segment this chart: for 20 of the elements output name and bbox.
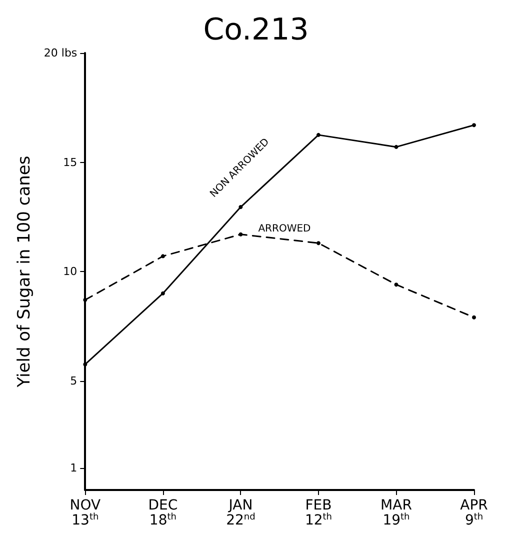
- point: [394, 282, 398, 287]
- point: [316, 132, 320, 137]
- series-label: ARROWED: [258, 224, 312, 235]
- chart-title: Co.213: [203, 12, 309, 48]
- y-tick-label: 1: [70, 462, 78, 475]
- point: [316, 241, 320, 246]
- y-tick-label: 5: [70, 374, 78, 388]
- y-tick-label: 20 lbs: [44, 46, 78, 60]
- point: [83, 362, 88, 366]
- point: [238, 205, 243, 210]
- y-tick-label: 15: [63, 156, 78, 169]
- point: [160, 291, 165, 296]
- y-tick-label: 10: [63, 265, 78, 278]
- point: [160, 254, 165, 258]
- y-axis-title: Yield of Sugar in 100 canes: [14, 156, 34, 388]
- point: [238, 232, 243, 236]
- point: [394, 144, 398, 149]
- point: [83, 298, 88, 302]
- point: [472, 315, 476, 320]
- point: [472, 123, 476, 128]
